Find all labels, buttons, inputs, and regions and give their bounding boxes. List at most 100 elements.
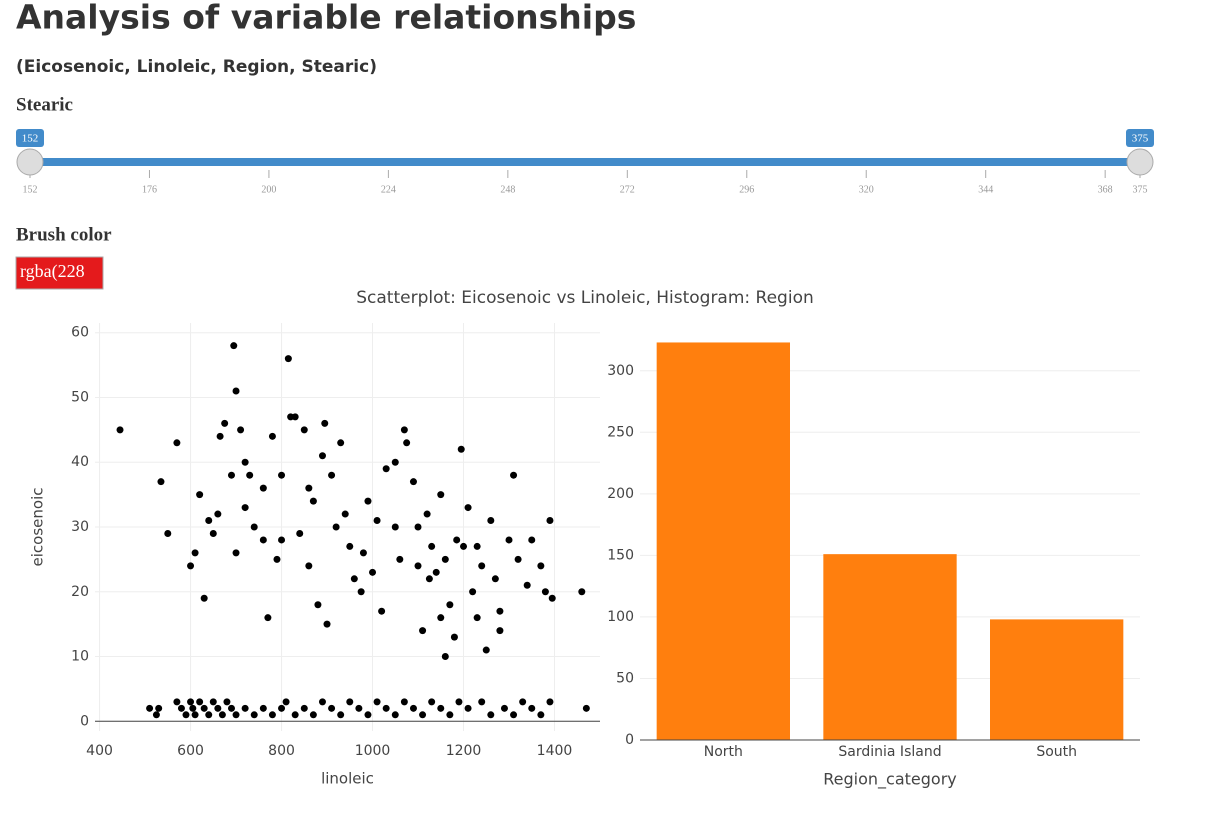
point — [337, 711, 345, 719]
point — [482, 646, 490, 654]
point — [373, 517, 381, 525]
point — [223, 698, 231, 706]
point — [519, 698, 527, 706]
point — [396, 555, 404, 563]
point — [391, 523, 399, 531]
point — [205, 517, 213, 525]
point — [241, 704, 249, 712]
brush-label: Brush color — [16, 224, 112, 245]
point — [496, 627, 504, 635]
point — [259, 484, 267, 492]
point — [264, 614, 272, 622]
color-input-value[interactable]: rgba(228 — [20, 261, 85, 282]
slider-tick-label: 248 — [500, 184, 515, 195]
y-tick-label: 0 — [80, 713, 89, 729]
slider-tick-label: 375 — [1133, 184, 1148, 195]
point — [318, 452, 326, 460]
point — [291, 413, 299, 421]
point — [510, 711, 518, 719]
point — [514, 555, 522, 563]
point — [300, 426, 308, 434]
point — [259, 536, 267, 544]
point — [296, 529, 304, 537]
point — [523, 581, 531, 589]
point — [364, 497, 372, 505]
point — [146, 704, 154, 712]
slider-tick-label: 176 — [142, 184, 157, 195]
color-input[interactable] — [15, 256, 104, 290]
point — [209, 529, 217, 537]
point — [250, 523, 258, 531]
point — [391, 458, 399, 466]
point — [510, 471, 518, 479]
point — [232, 549, 240, 557]
point — [305, 562, 313, 570]
point — [214, 510, 222, 518]
x-tick-label: South — [1036, 744, 1077, 760]
point — [187, 698, 195, 706]
point — [227, 471, 235, 479]
point — [216, 432, 224, 440]
point — [350, 575, 358, 583]
point — [323, 620, 331, 628]
point — [414, 562, 422, 570]
point — [548, 594, 556, 602]
point — [246, 471, 254, 479]
point — [464, 704, 472, 712]
y-tick-label: 100 — [607, 609, 634, 625]
point — [496, 607, 504, 615]
y-tick-label: 300 — [607, 363, 634, 379]
slider-badge — [16, 129, 44, 147]
figure-title: Scatterplot: Eicosenoic vs Linoleic, His… — [356, 288, 814, 308]
point — [391, 711, 399, 719]
bar — [823, 554, 957, 740]
x-tick-label: 1200 — [446, 743, 482, 759]
point — [487, 711, 495, 719]
point — [446, 601, 454, 609]
x-tick-label: 1400 — [537, 743, 573, 759]
x-tick-label: Sardinia Island — [838, 744, 941, 760]
point — [189, 704, 197, 712]
y-tick-label: 30 — [71, 519, 89, 535]
point — [173, 439, 181, 447]
point — [355, 704, 363, 712]
point — [359, 549, 367, 557]
point — [291, 711, 299, 719]
point — [373, 698, 381, 706]
y-tick-label: 0 — [625, 732, 634, 748]
slider-tick-label: 344 — [978, 184, 993, 195]
point — [221, 419, 229, 427]
point — [196, 491, 204, 499]
point — [341, 510, 349, 518]
bar — [990, 619, 1124, 740]
point — [473, 542, 481, 550]
point — [528, 536, 536, 544]
point — [491, 575, 499, 583]
point — [237, 426, 245, 434]
point — [164, 529, 172, 537]
slider-handle[interactable] — [16, 148, 44, 176]
page-subtitle: (Eicosenoic, Linoleic, Region, Stearic) — [16, 57, 377, 77]
point — [409, 704, 417, 712]
point — [259, 704, 267, 712]
point — [437, 704, 445, 712]
point — [364, 711, 372, 719]
point — [441, 555, 449, 563]
point — [182, 711, 190, 719]
point — [191, 549, 199, 557]
x-tick-label: 400 — [86, 743, 113, 759]
point — [209, 698, 217, 706]
slider-handle[interactable] — [1126, 148, 1154, 176]
slider-range — [30, 158, 1140, 166]
point — [441, 653, 449, 661]
point — [537, 562, 545, 570]
point — [305, 484, 313, 492]
point — [321, 419, 329, 427]
point — [214, 704, 222, 712]
point — [241, 504, 249, 512]
point — [382, 465, 390, 473]
point — [437, 614, 445, 622]
point — [446, 711, 454, 719]
point — [460, 542, 468, 550]
